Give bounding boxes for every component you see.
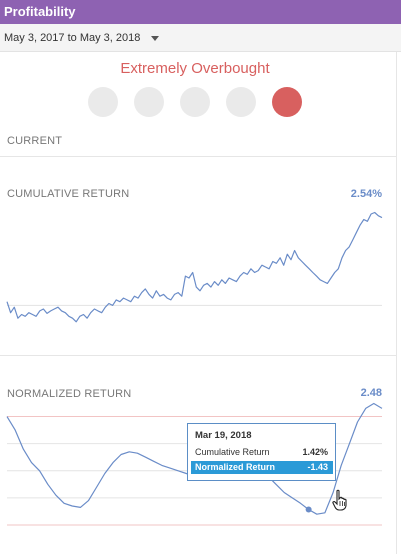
tooltip-date: Mar 19, 2018 (195, 430, 252, 441)
hand-cursor-icon (332, 489, 347, 511)
cumulative-return-value: 2.54% (350, 188, 382, 200)
tooltip-row-cumulative: Cumulative Return 1.42% (191, 446, 333, 459)
signal-dot-3 (180, 87, 210, 117)
cumulative-return-label: CUMULATIVE RETURN (7, 188, 130, 200)
section-divider (0, 355, 396, 356)
signal-dot-5 (272, 87, 302, 117)
hover-point (305, 506, 312, 513)
normalized-return-value: 2.48 (360, 387, 382, 399)
tooltip-row-normalized: Normalized Return -1.43 (191, 461, 333, 474)
date-range-label: May 3, 2017 to May 3, 2018 (4, 32, 141, 44)
signal-dot-1 (88, 87, 118, 117)
signal-dot-2 (134, 87, 164, 117)
date-range-selector[interactable]: May 3, 2017 to May 3, 2018 (0, 24, 401, 52)
normalized-return-label: NORMALIZED RETURN (7, 388, 132, 400)
tooltip-row-label: Normalized Return (195, 462, 276, 472)
page-title: Profitability (0, 0, 401, 24)
tooltip-row-value: -1.43 (307, 462, 328, 472)
current-label: CURRENT (7, 135, 63, 147)
chart-tooltip: Mar 19, 2018 Cumulative Return 1.42% Nor… (187, 423, 336, 481)
panel-border (396, 52, 397, 554)
signal-label: Extremely Overbought (120, 60, 270, 77)
cumulative-return-line (6, 211, 383, 323)
tooltip-row-value: 1.42% (302, 447, 328, 457)
section-divider (0, 156, 396, 157)
cumulative-return-chart[interactable] (0, 195, 396, 345)
tooltip-row-label: Cumulative Return (195, 447, 270, 457)
caret-down-icon (151, 35, 160, 41)
signal-dot-4 (226, 87, 256, 117)
